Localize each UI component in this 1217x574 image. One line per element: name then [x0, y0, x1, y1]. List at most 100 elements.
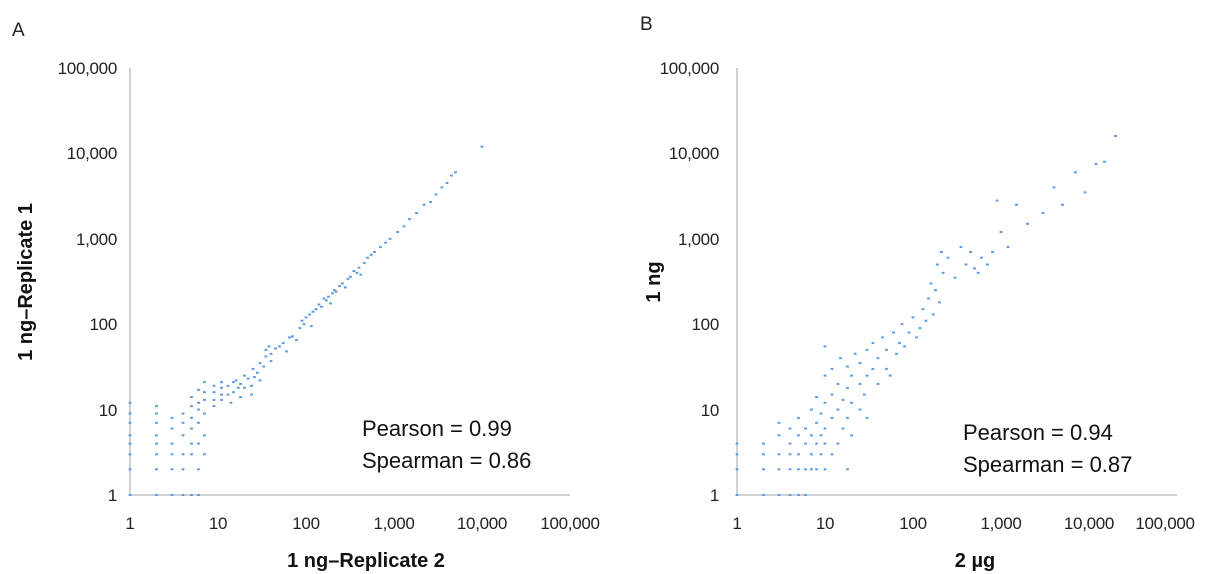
- panel-b-data-point: [797, 494, 800, 496]
- panel-a-scatter-points: [128, 145, 484, 496]
- panel-b-x-tick-label: 100: [899, 514, 926, 533]
- panel-b-data-point: [735, 494, 739, 496]
- panel-b-data-point: [865, 374, 869, 377]
- panel-a-data-point: [362, 262, 366, 265]
- panel-a-data-point: [220, 386, 223, 389]
- panel-a-data-point: [197, 468, 200, 471]
- panel-a-data-point: [308, 313, 311, 316]
- panel-b-data-point: [953, 276, 957, 279]
- panel-a-data-point: [190, 442, 193, 445]
- panel-a-data-point: [239, 382, 242, 385]
- panel-a-data-point: [197, 388, 200, 391]
- panel-a-y-axis-title: 1 ng–Replicate 1: [15, 203, 37, 361]
- panel-b-data-point: [823, 374, 827, 377]
- panel-a-data-point: [269, 352, 273, 355]
- panel-a-data-point: [480, 145, 484, 148]
- panel-b-data-point: [900, 323, 904, 326]
- panel-a-data-point: [250, 384, 253, 387]
- panel-b-data-point: [810, 408, 813, 411]
- panel-b-data-point: [846, 416, 849, 419]
- panel-a-data-point: [320, 305, 323, 308]
- panel-b-data-point: [830, 393, 834, 396]
- panel-b-data-point: [915, 336, 918, 339]
- panel-b-y-tick-label: 10: [701, 401, 719, 420]
- panel-a-data-point: [128, 453, 132, 456]
- panel-a-data-point: [357, 266, 361, 269]
- panel-a-data-point: [197, 494, 200, 496]
- panel-b-data-point: [836, 408, 840, 411]
- panel-b-data-point: [941, 271, 945, 274]
- panel-a-data-point: [181, 468, 185, 471]
- panel-b-data-point: [1114, 135, 1117, 137]
- panel-b-data-point: [862, 393, 866, 396]
- panel-b-data-point: [850, 401, 853, 404]
- panel-a-data-point: [243, 374, 246, 377]
- panel-a-data-point: [203, 412, 206, 415]
- panel-b-data-point: [788, 494, 792, 496]
- panel-b-data-point: [762, 494, 765, 496]
- panel-a-data-point: [359, 273, 363, 276]
- panel-a-data-point: [264, 355, 268, 358]
- panel-a-data-point: [155, 421, 158, 424]
- panel-b-data-point: [777, 494, 781, 496]
- panel-b-data-point: [980, 256, 983, 259]
- panel-b-data-point: [976, 271, 980, 274]
- panel-a-data-point: [454, 171, 457, 174]
- panel-a: A 1 10 100 1,000 10,000 100,000 1 10 100…: [12, 20, 600, 572]
- panel-b-y-tick-label: 100,000: [660, 59, 719, 78]
- panel-a-data-point: [170, 453, 174, 456]
- panel-a-data-point: [408, 218, 411, 221]
- panel-a-y-tick-label: 100: [90, 315, 117, 334]
- panel-b-data-point: [858, 362, 862, 365]
- panel-a-y-tick-label: 10: [99, 401, 117, 420]
- panel-b-x-tick-label: 100,000: [1135, 514, 1194, 533]
- panel-b-data-point: [1061, 203, 1064, 206]
- panel-b-data-point: [1006, 246, 1010, 249]
- panel-a-data-point: [203, 453, 206, 456]
- panel-b-data-point: [1041, 212, 1045, 215]
- panel-b-data-point: [823, 468, 827, 471]
- panel-a-data-point: [234, 379, 238, 382]
- panel-a-data-point: [128, 412, 132, 415]
- panel-b-data-point: [804, 468, 807, 471]
- panel-a-data-point: [429, 201, 432, 203]
- panel-a-data-point: [278, 345, 281, 348]
- panel-a-data-point: [388, 237, 392, 240]
- panel-b-data-point: [846, 468, 849, 471]
- panel-a-data-point: [445, 182, 449, 184]
- panel-a-data-point: [333, 289, 336, 292]
- panel-a-data-point: [181, 421, 185, 424]
- panel-a-data-point: [128, 468, 132, 471]
- panel-a-data-point: [212, 391, 216, 394]
- panel-a-data-point: [384, 241, 387, 244]
- panel-b-data-point: [797, 453, 800, 456]
- panel-b-data-point: [929, 282, 933, 285]
- panel-a-data-point: [128, 442, 132, 445]
- panel-b-data-point: [858, 382, 862, 385]
- panel-b-data-point: [815, 442, 818, 445]
- panel-a-y-tick-label: 10,000: [67, 144, 117, 163]
- panel-b-data-point: [938, 301, 941, 304]
- panel-b-data-point: [1083, 191, 1087, 194]
- panel-b-data-point: [797, 468, 800, 471]
- panel-a-x-tick-label: 100: [292, 514, 319, 533]
- panel-b-data-point: [934, 289, 937, 292]
- panel-a-data-point: [298, 327, 302, 330]
- panel-b-data-point: [921, 308, 925, 311]
- panel-a-data-point: [212, 405, 216, 408]
- panel-a-data-point: [314, 308, 318, 311]
- panel-b-data-point: [850, 374, 853, 377]
- panel-b-x-axis-title: 2 µg: [955, 550, 995, 572]
- panel-b-data-point: [810, 453, 813, 456]
- panel-b-data-point: [885, 367, 888, 370]
- panel-b-data-point: [797, 434, 800, 437]
- panel-b-data-point: [788, 442, 792, 445]
- panel-b-data-point: [777, 421, 781, 424]
- panel-a-x-tick-label: 100,000: [540, 514, 599, 533]
- panel-a-data-point: [264, 348, 268, 351]
- panel-a-data-point: [203, 391, 206, 394]
- panel-b-data-point: [823, 427, 827, 430]
- panel-a-data-point: [402, 225, 406, 228]
- panel-a-data-point: [197, 421, 200, 424]
- panel-b-data-point: [804, 427, 807, 430]
